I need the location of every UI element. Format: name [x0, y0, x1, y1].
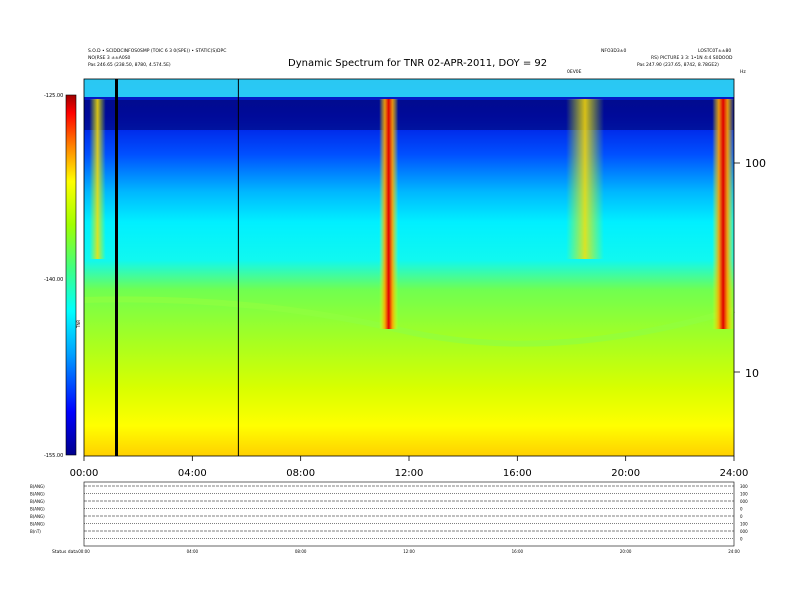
bottom-left-label-0: B(ANG) [30, 484, 45, 489]
marker-layer [115, 79, 239, 456]
bottom-x-tick-label-0: 00:00 [78, 549, 90, 554]
x-tick-label-0: 00:00 [70, 468, 99, 479]
bottom-right-label-3: 0 [740, 507, 743, 512]
header-right-line-4: Pas 247.90 (237.65, 8742, 8.78GE2) [637, 63, 719, 68]
bottom-right-label-0: 300 [740, 484, 748, 489]
bottom-left-label-5: B(ANG) [30, 522, 45, 527]
x-tick-label-5: 20:00 [611, 468, 640, 479]
x-tick-label-4: 16:00 [503, 468, 532, 479]
bottom-panel-frame [83, 481, 735, 547]
header-right-line-3: RS) PICTURE 3 3: 1•1N 4:4 S0DOOD [651, 56, 733, 61]
dark-band [84, 100, 734, 130]
x-tick-label-3: 12:00 [395, 468, 424, 479]
colorbar-label: TNR [76, 320, 81, 329]
burst-3 [566, 99, 604, 259]
x-tick-label-6: 24:00 [720, 468, 749, 479]
x-tick-label-1: 04:00 [178, 468, 207, 479]
x-axis-ticks: 00:00 04:00 08:00 12:00 16:00 20:00 24:00 [70, 456, 749, 479]
bottom-right-label-1: 100 [740, 492, 748, 497]
bottom-x-tick-label-6: 24:00 [728, 549, 740, 554]
header-left-line-3: Pas 246.65 (238.50, 8780, 4.574.5E) [88, 63, 171, 68]
bottom-footer-label: Status data [52, 550, 78, 555]
colorbar-tick-mid: -140.00 [44, 277, 63, 283]
header-right-line-1: NFO3D3±0 [601, 49, 627, 54]
bottom-right-label-4: 0 [740, 514, 743, 519]
bottom-left-label-4: B(ANG) [30, 514, 45, 519]
chart-title: Dynamic Spectrum for TNR 02-APR-2011, DO… [288, 58, 548, 69]
header-right-mark: 0EV0E [567, 70, 582, 75]
bottom-panel-labels: B(ANG) 300 B(ANG) 100 B(ANG) 000 B(ANG) 0 B(ANG)… [30, 484, 748, 554]
bottom-left-label-2: B(ANG) [30, 499, 45, 504]
burst-2 [89, 99, 106, 259]
bottom-left-label-1: B(ANG) [30, 492, 45, 497]
y-tick-label-10: 10 [745, 367, 759, 380]
y-tick-label-100: 100 [745, 157, 766, 170]
bottom-right-label-6: 000 [740, 529, 748, 534]
bottom-x-tick-label-3: 12:00 [403, 549, 415, 554]
ridge-line [83, 296, 735, 347]
bottom-x-tick-label-5: 20:00 [620, 549, 632, 554]
colorbar [65, 94, 77, 456]
header-corner-mark: Hz [740, 70, 746, 75]
burst-0 [379, 99, 399, 329]
bottom-right-label-5: 100 [740, 522, 748, 527]
colorbar-tick-top: -125.00 [44, 93, 63, 99]
burst-layer [89, 99, 734, 329]
bottom-left-label-3: B(ANG) [30, 507, 45, 512]
colorbar-tick-bottom: -155.00 [44, 453, 63, 459]
burst-1 [712, 99, 734, 329]
top-strip [84, 79, 734, 97]
spectrum-background [84, 79, 734, 456]
bottom-left-label-6: B(nT) [30, 529, 41, 534]
bottom-x-tick-label-2: 08:00 [295, 549, 307, 554]
bottom-x-tick-label-4: 16:00 [512, 549, 524, 554]
bottom-right-label-7: 0 [740, 537, 743, 542]
header-left-line-1: S.O.D • SCIDDCINFOS0SMP (TOIC 6 3 0(SPE)… [88, 49, 227, 54]
header-left-line-2: NO(RSE 3 ±±A0S0 [88, 56, 131, 61]
header-right-line-2: LOSTC0T±±80 [698, 49, 732, 54]
bottom-panel-traces [84, 485, 734, 539]
bottom-x-tick-label-1: 04:00 [187, 549, 199, 554]
x-tick-label-2: 08:00 [286, 468, 315, 479]
bottom-right-label-2: 000 [740, 499, 748, 504]
